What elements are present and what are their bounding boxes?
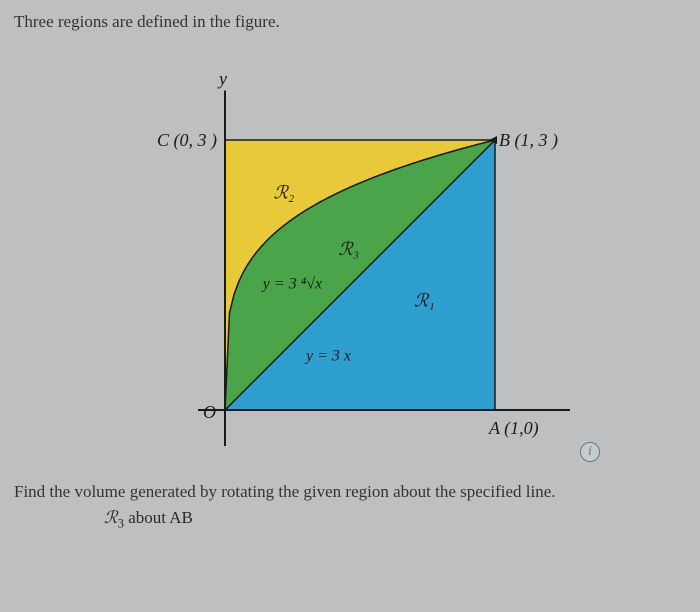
figure: yxOC (0, 3 )B (1, 3 )A (1,0)ℛ₂ℛ₃ℛ₁y = 3 … (130, 50, 570, 470)
region-label-r3: ℛ₃ (338, 239, 359, 259)
origin-label: O (203, 402, 216, 422)
problem-statement-bottom: Find the volume generated by rotating th… (14, 482, 686, 502)
figure-svg: yxOC (0, 3 )B (1, 3 )A (1,0)ℛ₂ℛ₃ℛ₁y = 3 … (130, 50, 570, 470)
curve-root4-label: y = 3 ⁴√x (261, 276, 322, 293)
problem-statement-top: Three regions are defined in the figure. (14, 12, 686, 32)
point-c-label: C (0, 3 ) (157, 130, 217, 151)
region-label-r2: ℛ₂ (274, 183, 295, 203)
point-b-label: B (1, 3 ) (499, 130, 558, 151)
curve-line-label: y = 3 x (304, 348, 351, 365)
rotation-spec: ℛ3 about AB (104, 508, 686, 531)
info-icon[interactable]: i (580, 442, 600, 462)
region-label-r1: ℛ₁ (414, 291, 435, 311)
y-axis-label: y (217, 69, 227, 89)
point-a-label: A (1,0) (488, 418, 539, 439)
